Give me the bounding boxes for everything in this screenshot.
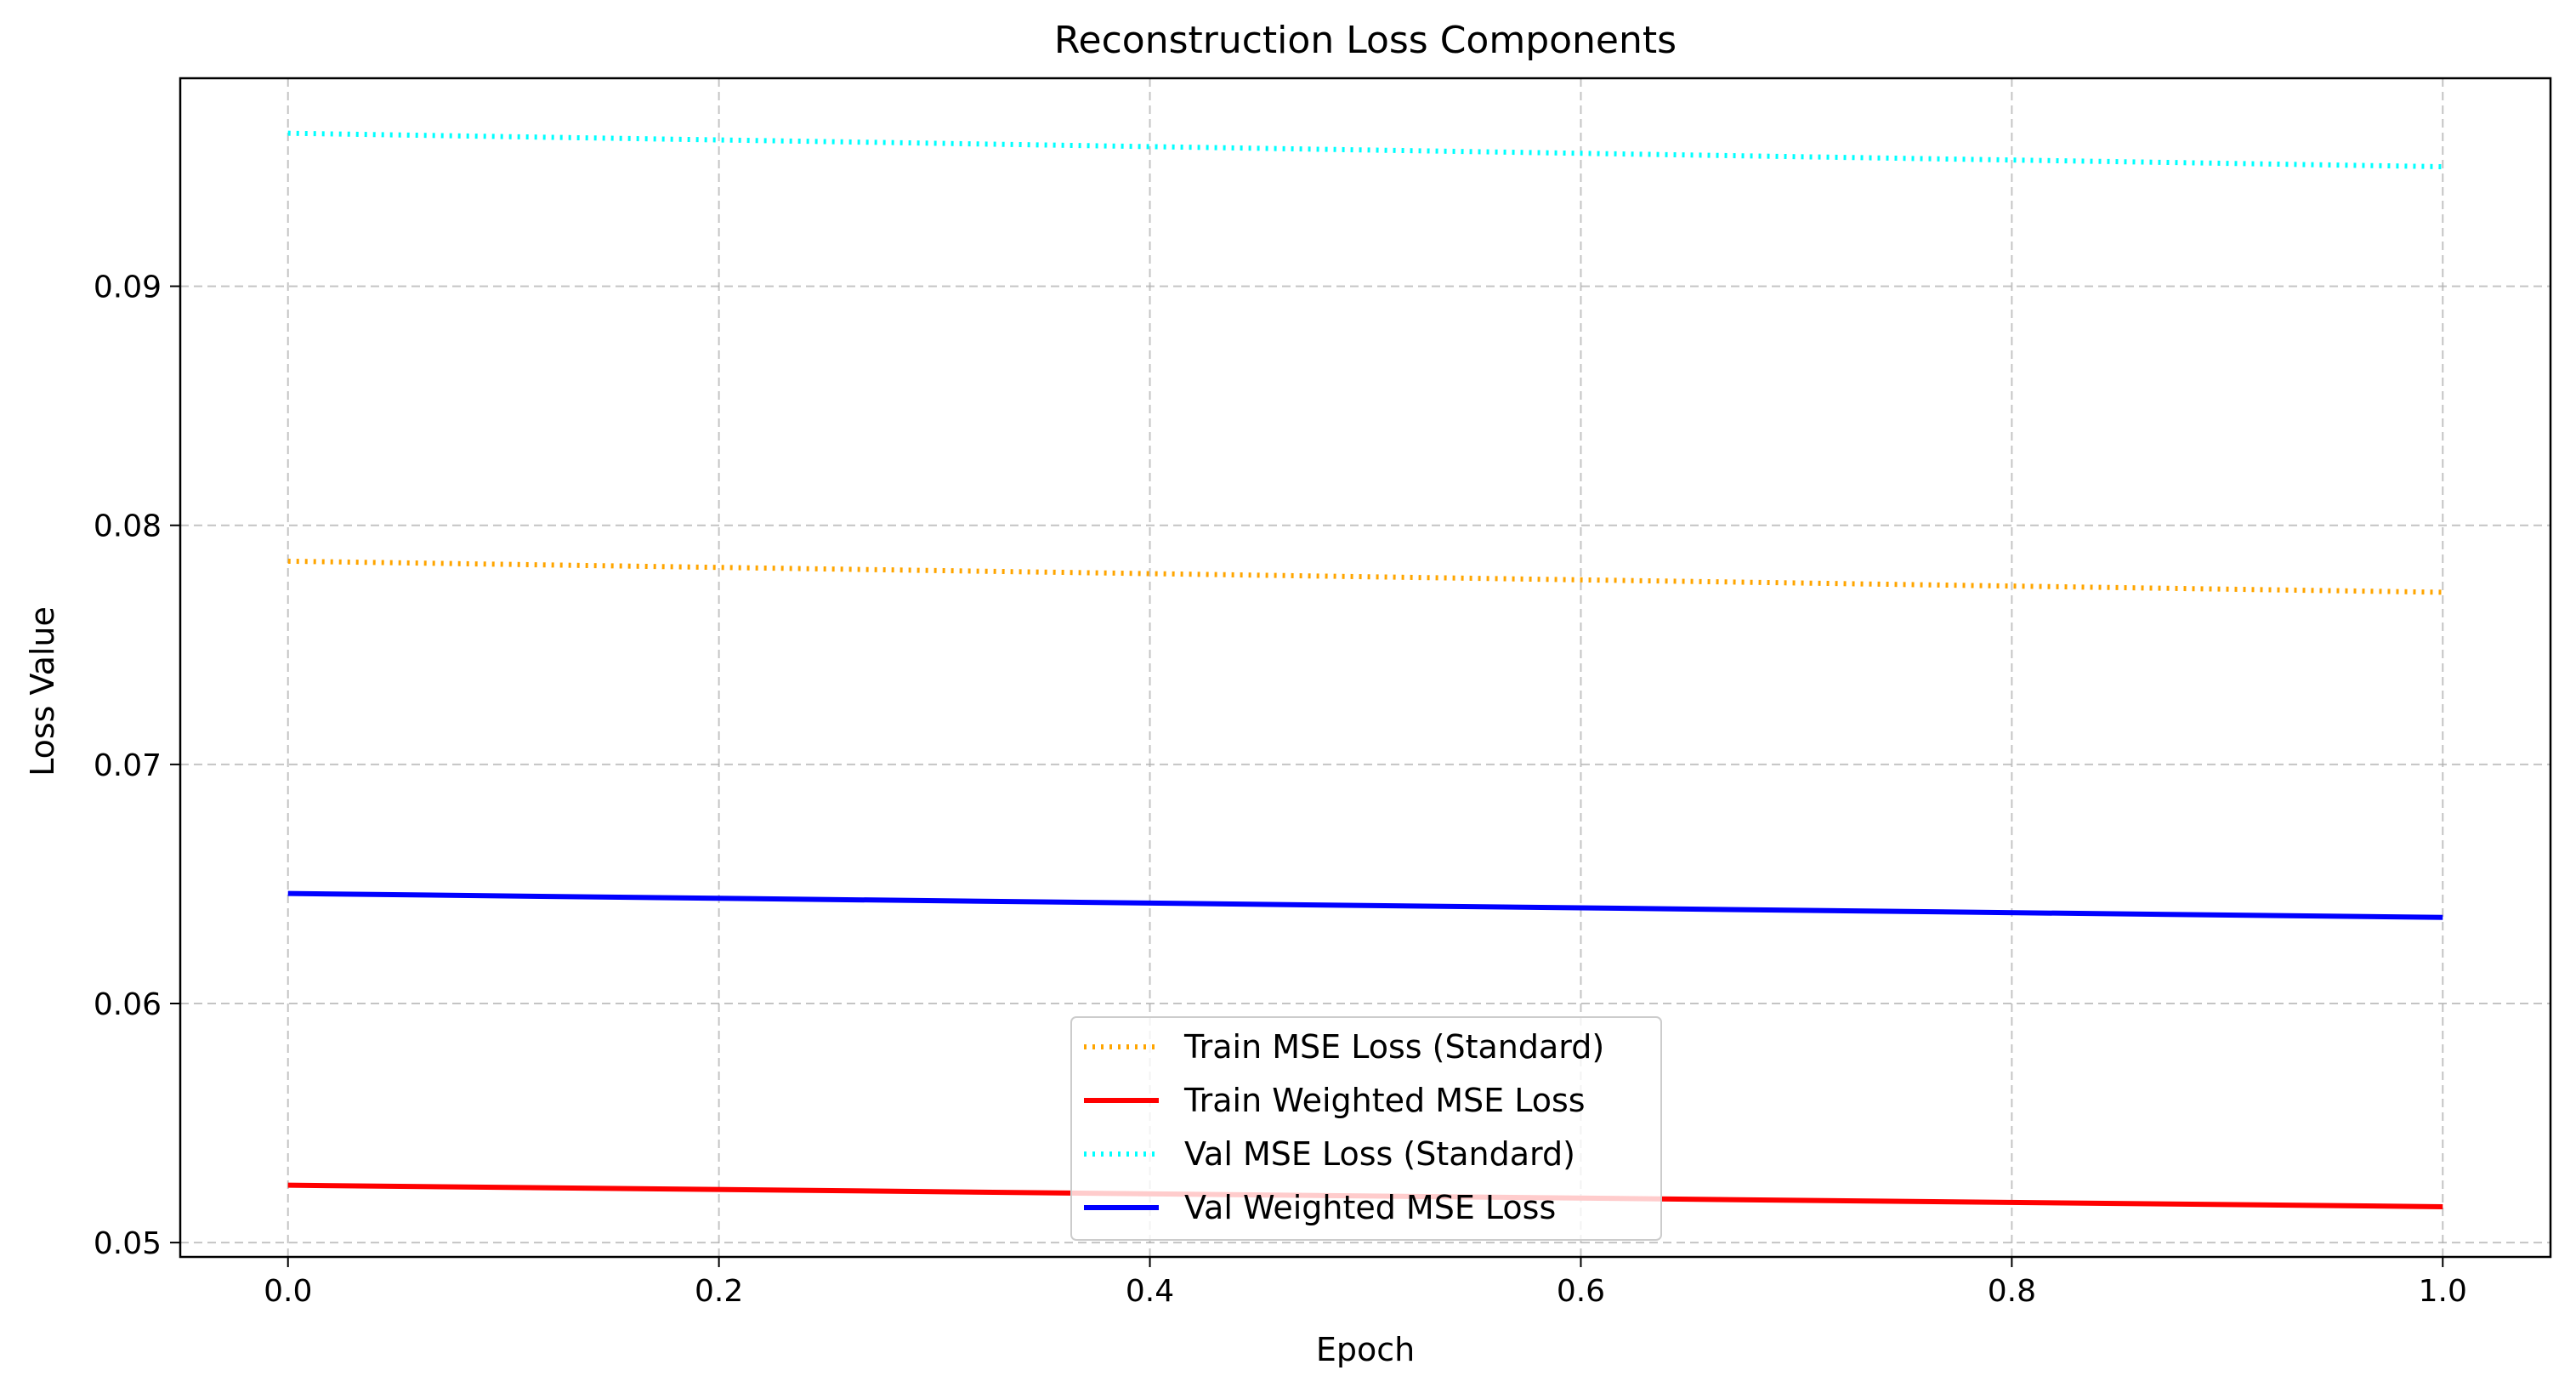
chart-title: Reconstruction Loss Components xyxy=(1054,19,1677,62)
series-line-train-mse-loss-standard xyxy=(287,558,2443,595)
x-axis-label: Epoch xyxy=(1316,1331,1415,1368)
x-tick-label: 0.4 xyxy=(1126,1274,1174,1309)
plot-frame xyxy=(179,77,2552,1259)
axis-ticks: 0.0 0.2 0.4 0.6 0.8 1.0 0.05 0.06 0.07 0.08 0.09 xyxy=(94,270,2467,1309)
y-tick-label: 0.08 xyxy=(94,509,162,544)
legend-label: Val Weighted MSE Loss xyxy=(1184,1189,1556,1226)
x-tick-label: 0.8 xyxy=(1988,1274,2036,1309)
grid xyxy=(180,78,2550,1257)
series-line-val-weighted-mse-loss xyxy=(287,890,2443,920)
x-tick-label: 0.0 xyxy=(264,1274,312,1309)
y-tick-label: 0.07 xyxy=(94,748,162,783)
x-tick-label: 0.6 xyxy=(1557,1274,1605,1309)
y-axis-label: Loss Value xyxy=(24,606,61,776)
x-tick-label: 0.2 xyxy=(695,1274,743,1309)
legend-label: Train MSE Loss (Standard) xyxy=(1183,1028,1604,1066)
legend: Train MSE Loss (Standard) Train Weighted … xyxy=(1070,1016,1662,1241)
x-tick-label: 1.0 xyxy=(2419,1274,2467,1309)
legend-label: Train Weighted MSE Loss xyxy=(1183,1082,1586,1119)
series-line-val-mse-loss-standard xyxy=(287,130,2443,170)
y-tick-label: 0.09 xyxy=(94,270,162,305)
legend-box xyxy=(1070,1016,1662,1241)
y-tick-label: 0.05 xyxy=(94,1226,162,1261)
legend-label: Val MSE Loss (Standard) xyxy=(1184,1135,1575,1173)
y-tick-label: 0.06 xyxy=(94,987,162,1022)
